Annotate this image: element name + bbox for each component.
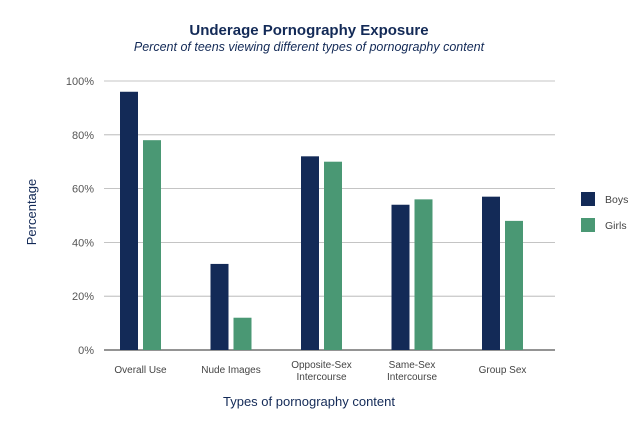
x-tick-label: Group Sex [479, 365, 527, 376]
bar-boys [210, 263, 229, 350]
chart-subtitle: Percent of teens viewing different types… [134, 40, 485, 54]
chart-title: Underage Pornography Exposure [189, 22, 428, 39]
y-tick-label: 40% [72, 237, 94, 249]
y-tick-label: 20% [72, 291, 94, 303]
legend-swatch-girls [581, 218, 595, 232]
bar-boys [120, 91, 138, 350]
bar-girls [324, 161, 342, 350]
bar-girls [505, 220, 523, 350]
bar-girls [143, 140, 161, 350]
y-tick-label: 100% [66, 76, 94, 88]
bars [120, 91, 523, 350]
y-axis-title: Percentage [24, 179, 39, 246]
y-tick-label: 0% [78, 345, 94, 357]
y-axis-ticks: 0% 20% 40% 60% 80% 100% [66, 76, 94, 357]
x-axis-title: Types of pornography content [223, 394, 395, 409]
legend-swatch-boys [581, 192, 595, 206]
bar-girls [233, 317, 252, 350]
bar-boys [482, 196, 500, 350]
x-tick-label: Same-Sex Intercourse [387, 360, 437, 383]
legend-label-boys: Boys [605, 194, 628, 206]
x-axis-ticks: Overall Use Nude Images Opposite-Sex Interc… [114, 360, 526, 383]
x-tick-label: Opposite-Sex Intercourse [291, 360, 352, 383]
y-tick-label: 80% [72, 130, 94, 142]
bar-boys [391, 204, 410, 350]
y-tick-label: 60% [72, 184, 94, 196]
x-tick-label: Nude Images [201, 365, 260, 376]
legend: Boys Girls [581, 192, 628, 232]
x-tick-label: Overall Use [114, 365, 167, 376]
bar-boys [301, 156, 319, 350]
legend-label-girls: Girls [605, 220, 627, 232]
bar-girls [414, 199, 433, 350]
